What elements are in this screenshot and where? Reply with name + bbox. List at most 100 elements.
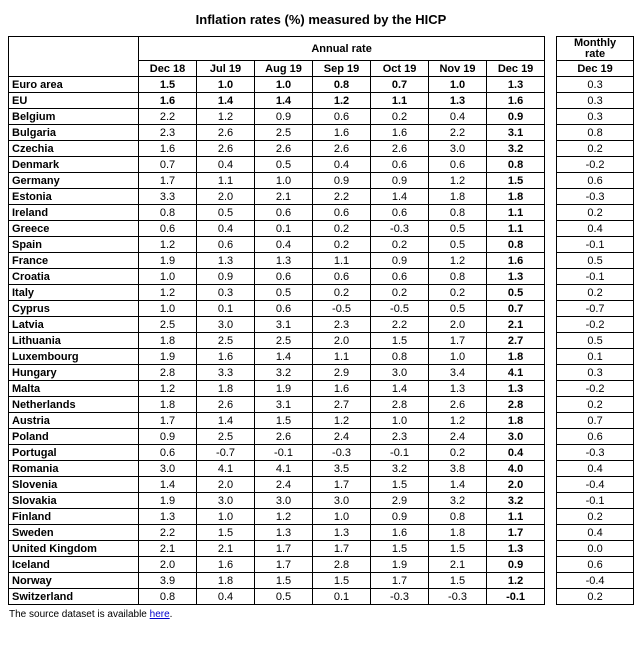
monthly-row: 0.0: [556, 540, 634, 557]
annual-value-cell: 1.3: [196, 252, 256, 269]
annual-value-cell: 1.1: [312, 348, 372, 365]
annual-value-cell: 2.8: [138, 364, 198, 381]
annual-value-cell: 1.3: [486, 76, 546, 93]
annual-value-cell: -0.5: [370, 300, 430, 317]
table-row: Latvia 2.5 3.0 3.1 2.3 2.2 2.0 2.1: [7, 316, 546, 333]
country-cell: Cyprus: [7, 300, 140, 317]
annual-value-cell: 1.6: [196, 348, 256, 365]
table-row: Romania 3.0 4.1 4.1 3.5 3.2 3.8 4.0: [7, 460, 546, 477]
annual-value-cell: 0.2: [312, 236, 372, 253]
annual-value-cell: 3.0: [370, 364, 430, 381]
annual-value-cell: 2.1: [196, 540, 256, 557]
table-row: Slovenia 1.4 2.0 2.4 1.7 1.5 1.4 2.0: [7, 476, 546, 493]
monthly-value-cell: 0.5: [556, 332, 634, 349]
annual-value-cell: 2.6: [254, 140, 314, 157]
source-link[interactable]: here: [149, 609, 170, 620]
annual-value-cell: 1.0: [428, 348, 488, 365]
source-note: The source dataset is available here.: [8, 609, 634, 620]
table-row: Netherlands 1.8 2.6 3.1 2.7 2.8 2.6 2.8: [7, 396, 546, 413]
annual-value-cell: 0.2: [370, 236, 430, 253]
annual-value-cell: 1.3: [254, 252, 314, 269]
annual-value-cell: 0.5: [428, 220, 488, 237]
annual-value-cell: 3.3: [196, 364, 256, 381]
annual-value-cell: 0.6: [312, 204, 372, 221]
country-cell: Portugal: [7, 444, 140, 461]
monthly-row: 0.4: [556, 524, 634, 541]
monthly-value-cell: 0.3: [556, 76, 634, 93]
country-cell: Finland: [7, 508, 140, 525]
annual-value-cell: 1.4: [196, 412, 256, 429]
annual-value-cell: 3.0: [196, 492, 256, 509]
monthly-row: -0.3: [556, 444, 634, 461]
annual-value-cell: 3.0: [312, 492, 372, 509]
annual-value-cell: 1.7: [254, 556, 314, 573]
table-row: Iceland 2.0 1.6 1.7 2.8 1.9 2.1 0.9: [7, 556, 546, 573]
annual-value-cell: 0.8: [138, 588, 198, 605]
country-cell: Italy: [7, 284, 140, 301]
table-row: Austria 1.7 1.4 1.5 1.2 1.0 1.2 1.8: [7, 412, 546, 429]
table-row: Slovakia 1.9 3.0 3.0 3.0 2.9 3.2 3.2: [7, 492, 546, 509]
table-row: Poland 0.9 2.5 2.6 2.4 2.3 2.4 3.0: [7, 428, 546, 445]
monthly-value-cell: 0.2: [556, 140, 634, 157]
monthly-row: -0.1: [556, 492, 634, 509]
annual-value-cell: 0.9: [312, 172, 372, 189]
annual-value-cell: 2.1: [138, 540, 198, 557]
annual-value-cell: 1.8: [486, 348, 546, 365]
monthly-row: -0.1: [556, 268, 634, 285]
annual-value-cell: 1.6: [196, 556, 256, 573]
annual-value-cell: 1.1: [312, 252, 372, 269]
annual-value-cell: 1.7: [370, 572, 430, 589]
monthly-value-cell: -0.2: [556, 156, 634, 173]
annual-value-cell: 1.9: [138, 492, 198, 509]
annual-value-cell: 1.7: [312, 540, 372, 557]
monthly-row: 0.3: [556, 364, 634, 381]
annual-value-cell: 0.7: [138, 156, 198, 173]
table-row: United Kingdom 2.1 2.1 1.7 1.7 1.5 1.5 1.3: [7, 540, 546, 557]
annual-value-cell: 0.6: [312, 268, 372, 285]
annual-value-cell: 2.5: [254, 124, 314, 141]
annual-value-cell: 2.6: [196, 396, 256, 413]
country-cell: Denmark: [7, 156, 140, 173]
column-header: Aug 19: [254, 60, 314, 77]
annual-value-cell: 2.5: [254, 332, 314, 349]
annual-value-cell: 1.8: [486, 412, 546, 429]
annual-value-cell: 1.0: [254, 172, 314, 189]
annual-value-cell: 2.1: [486, 316, 546, 333]
annual-value-cell: 1.2: [138, 236, 198, 253]
annual-value-cell: 1.5: [196, 524, 256, 541]
tables-container: Annual rate Dec 18 Jul 19 Aug 19 Sep 19 Oct …: [7, 36, 634, 605]
country-cell: Sweden: [7, 524, 140, 541]
annual-value-cell: 2.8: [312, 556, 372, 573]
annual-value-cell: 2.0: [428, 316, 488, 333]
table-row: Greece 0.6 0.4 0.1 0.2 -0.3 0.5 1.1: [7, 220, 546, 237]
monthly-row: -0.4: [556, 572, 634, 589]
monthly-value-cell: -0.1: [556, 236, 634, 253]
annual-value-cell: -0.3: [370, 588, 430, 605]
annual-value-cell: 0.5: [196, 204, 256, 221]
country-cell: France: [7, 252, 140, 269]
annual-value-cell: 0.6: [370, 268, 430, 285]
table-row: Malta 1.2 1.8 1.9 1.6 1.4 1.3 1.3: [7, 380, 546, 397]
monthly-value-cell: 0.2: [556, 284, 634, 301]
monthly-row: 0.6: [556, 172, 634, 189]
monthly-row: 0.6: [556, 556, 634, 573]
annual-value-cell: 1.5: [254, 412, 314, 429]
annual-value-cell: 0.3: [196, 284, 256, 301]
annual-value-cell: 0.6: [138, 444, 198, 461]
monthly-row: -0.2: [556, 380, 634, 397]
table-row: Finland 1.3 1.0 1.2 1.0 0.9 0.8 1.1: [7, 508, 546, 525]
table-row: Portugal 0.6 -0.7 -0.1 -0.3 -0.1 0.2 0.4: [7, 444, 546, 461]
annual-value-cell: 3.2: [370, 460, 430, 477]
annual-value-cell: -0.3: [312, 444, 372, 461]
monthly-value-cell: 0.6: [556, 172, 634, 189]
monthly-row: -0.1: [556, 236, 634, 253]
country-cell: Austria: [7, 412, 140, 429]
annual-value-cell: 0.2: [312, 284, 372, 301]
annual-value-cell: 3.0: [254, 492, 314, 509]
annual-value-cell: 2.5: [196, 332, 256, 349]
annual-value-cell: 2.6: [254, 428, 314, 445]
annual-value-cell: 1.2: [138, 380, 198, 397]
annual-value-cell: 1.2: [428, 172, 488, 189]
annual-value-cell: 2.4: [312, 428, 372, 445]
